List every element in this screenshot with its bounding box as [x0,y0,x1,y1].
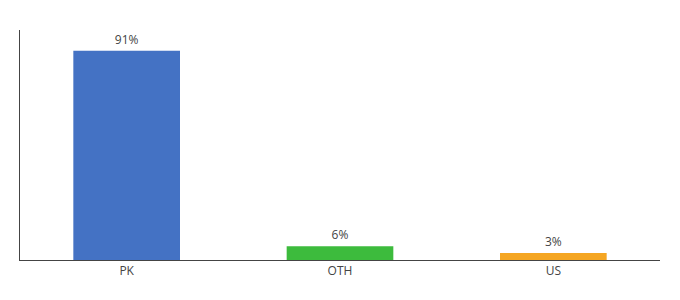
svg-text:PK: PK [119,262,134,279]
svg-text:3%: 3% [545,233,562,250]
svg-text:US: US [546,262,561,279]
svg-text:91%: 91% [115,31,139,48]
svg-text:6%: 6% [332,226,349,243]
svg-text:OTH: OTH [328,262,353,279]
